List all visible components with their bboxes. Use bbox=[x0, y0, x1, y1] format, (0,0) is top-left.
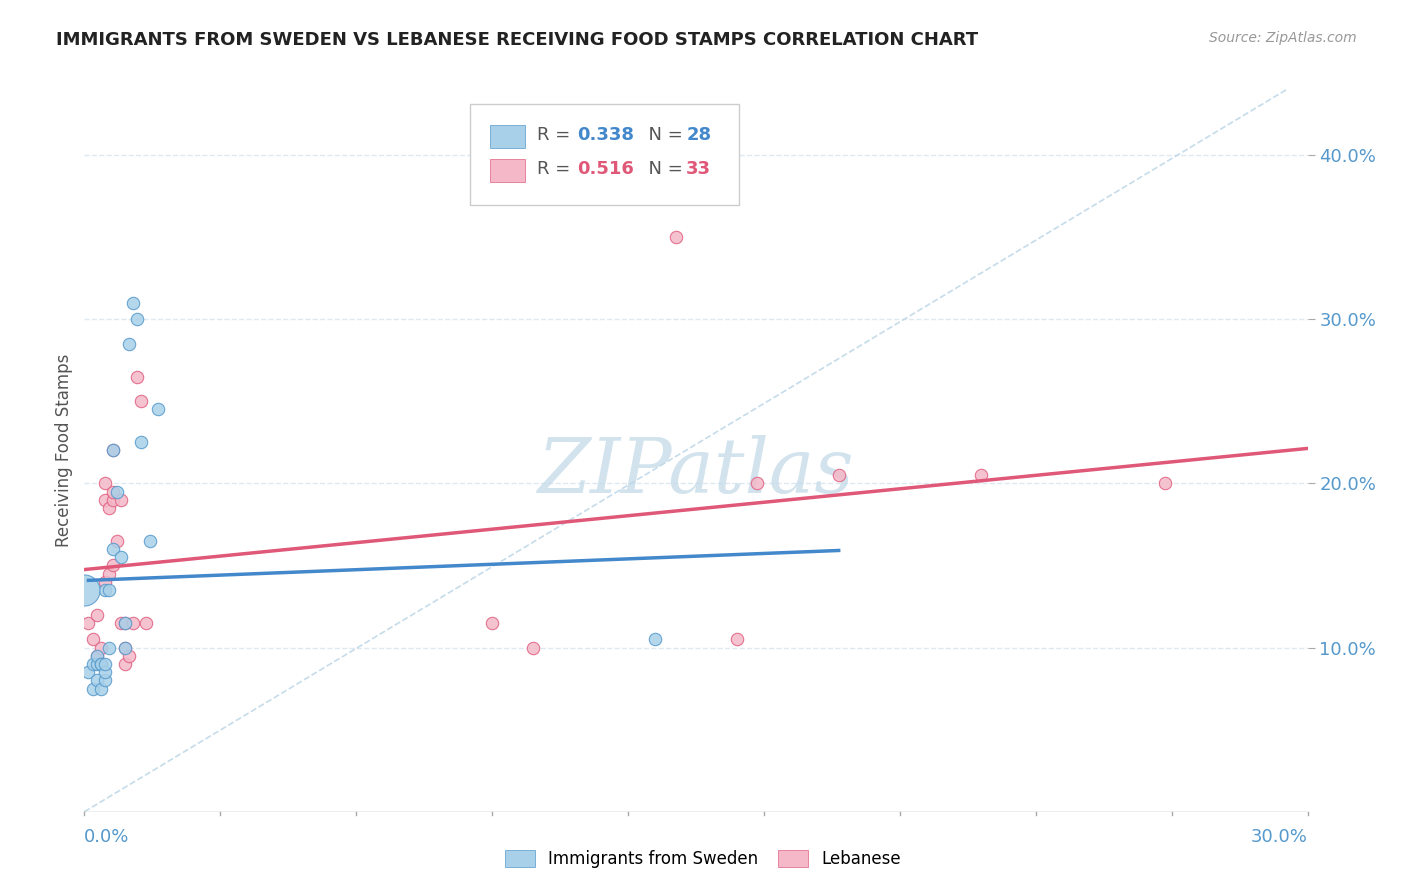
Y-axis label: Receiving Food Stamps: Receiving Food Stamps bbox=[55, 354, 73, 547]
Point bbox=[118, 648, 141, 663]
Text: ZIPatlas: ZIPatlas bbox=[537, 435, 855, 509]
Point bbox=[82, 657, 104, 671]
Point bbox=[665, 230, 688, 244]
Point bbox=[110, 550, 132, 565]
Point bbox=[122, 295, 145, 310]
Point bbox=[747, 476, 769, 491]
Point bbox=[131, 394, 153, 409]
Point bbox=[131, 435, 153, 450]
Text: IMMIGRANTS FROM SWEDEN VS LEBANESE RECEIVING FOOD STAMPS CORRELATION CHART: IMMIGRANTS FROM SWEDEN VS LEBANESE RECEI… bbox=[56, 31, 979, 49]
Text: Source: ZipAtlas.com: Source: ZipAtlas.com bbox=[1209, 31, 1357, 45]
Point bbox=[86, 648, 108, 663]
Point bbox=[114, 615, 136, 630]
Point bbox=[93, 574, 115, 589]
Point bbox=[90, 657, 112, 671]
Point bbox=[93, 657, 115, 671]
Point bbox=[97, 566, 120, 581]
Point bbox=[105, 533, 128, 548]
Point bbox=[114, 615, 136, 630]
Text: 0.0%: 0.0% bbox=[84, 828, 129, 846]
Text: 28: 28 bbox=[686, 126, 711, 144]
Point bbox=[481, 615, 503, 630]
Point bbox=[93, 492, 115, 507]
Point bbox=[828, 468, 851, 483]
Point bbox=[93, 476, 115, 491]
Point bbox=[73, 582, 96, 597]
Point bbox=[97, 500, 120, 515]
Point bbox=[101, 443, 124, 458]
Point bbox=[1154, 476, 1177, 491]
Point bbox=[110, 615, 132, 630]
Point bbox=[970, 468, 993, 483]
Point bbox=[86, 648, 108, 663]
Point bbox=[97, 640, 120, 655]
Legend: Immigrants from Sweden, Lebanese: Immigrants from Sweden, Lebanese bbox=[498, 843, 908, 875]
FancyBboxPatch shape bbox=[470, 103, 738, 205]
Point bbox=[146, 402, 169, 417]
Point bbox=[127, 369, 149, 384]
Point bbox=[101, 492, 124, 507]
Point bbox=[86, 673, 108, 688]
FancyBboxPatch shape bbox=[491, 125, 524, 148]
Text: R =: R = bbox=[537, 160, 576, 178]
Point bbox=[82, 632, 104, 647]
Text: N =: N = bbox=[637, 160, 689, 178]
Text: R =: R = bbox=[537, 126, 576, 144]
Point bbox=[90, 640, 112, 655]
Text: 30.0%: 30.0% bbox=[1251, 828, 1308, 846]
Point bbox=[725, 632, 748, 647]
Point bbox=[522, 640, 544, 655]
Point bbox=[82, 681, 104, 696]
Point bbox=[127, 312, 149, 326]
Point bbox=[138, 533, 160, 548]
Point bbox=[101, 558, 124, 573]
Point bbox=[97, 582, 120, 597]
Text: N =: N = bbox=[637, 126, 689, 144]
Point bbox=[110, 492, 132, 507]
Point bbox=[101, 443, 124, 458]
Point bbox=[86, 657, 108, 671]
Point bbox=[90, 657, 112, 671]
Point bbox=[114, 640, 136, 655]
Point bbox=[93, 665, 115, 680]
Point bbox=[105, 484, 128, 499]
Point bbox=[135, 615, 157, 630]
Point bbox=[77, 615, 100, 630]
Text: 0.338: 0.338 bbox=[578, 126, 634, 144]
Point bbox=[122, 615, 145, 630]
Point bbox=[86, 607, 108, 622]
Point bbox=[77, 665, 100, 680]
Point bbox=[93, 673, 115, 688]
Point bbox=[90, 681, 112, 696]
Point bbox=[101, 484, 124, 499]
Point bbox=[644, 632, 666, 647]
Point bbox=[114, 657, 136, 671]
FancyBboxPatch shape bbox=[491, 159, 524, 182]
Point bbox=[93, 582, 115, 597]
Point bbox=[114, 640, 136, 655]
Text: 33: 33 bbox=[686, 160, 711, 178]
Point bbox=[118, 336, 141, 351]
Point bbox=[101, 541, 124, 556]
Text: 0.516: 0.516 bbox=[578, 160, 634, 178]
